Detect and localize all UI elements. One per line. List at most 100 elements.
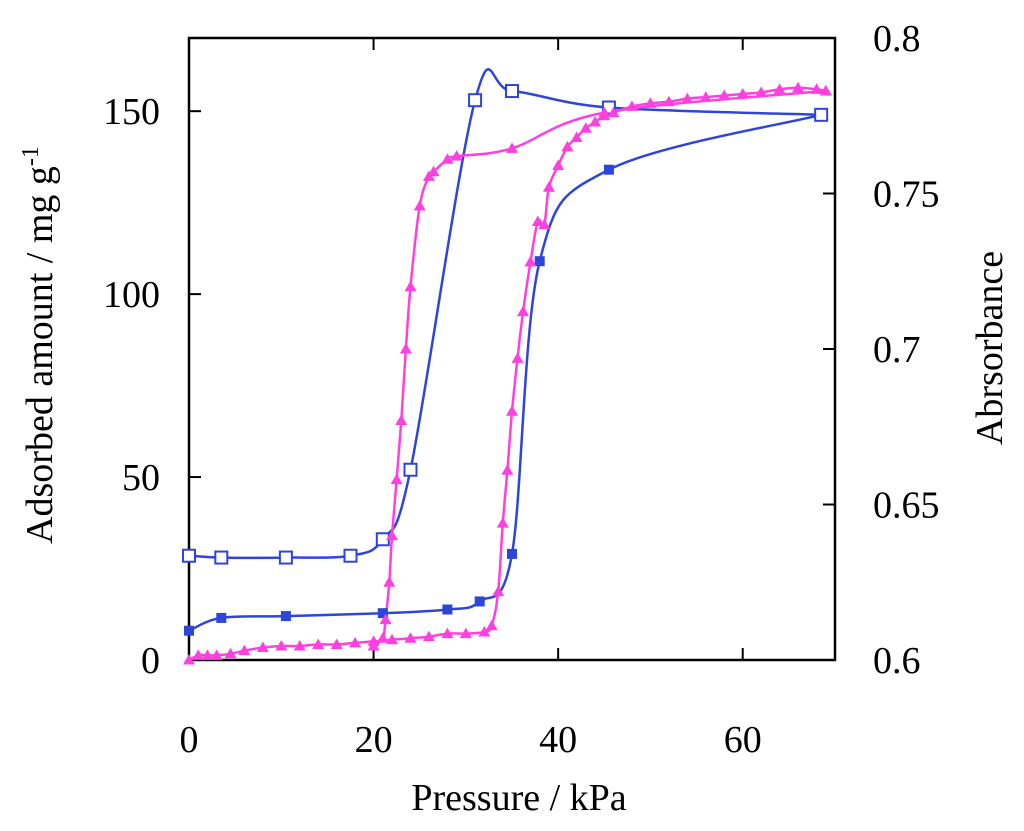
series-1-point-1 [214, 550, 229, 565]
series-2-point-41 [699, 91, 712, 102]
series-2-point-36 [607, 106, 620, 118]
series-2-point-14 [404, 632, 417, 643]
series-2-point-33 [579, 122, 592, 133]
series-3-point-7 [413, 199, 426, 211]
series-1-point-2 [278, 550, 293, 565]
series-2-point-43 [736, 87, 749, 99]
y-axis-title-superscript: -1 [18, 146, 44, 166]
series-2-point-30 [552, 159, 565, 171]
series-2-point-1 [192, 649, 205, 660]
x-tick-label-0: 0 [180, 719, 199, 761]
series-0-point-8 [603, 164, 614, 175]
series-2-point-20 [492, 585, 505, 597]
series-3-point-12 [386, 529, 399, 541]
series-1-point-0 [182, 548, 196, 563]
series-2-point-42 [718, 89, 731, 101]
series-2-point-21 [496, 517, 509, 528]
series-2-point-26 [524, 255, 537, 267]
y-tick-label-2: 100 [103, 274, 160, 316]
series-3-point-13 [383, 576, 396, 587]
series-2-point-17 [459, 627, 472, 639]
series-2-point-3 [210, 649, 223, 660]
series-2-point-0 [183, 654, 195, 665]
y-tick-label-3: 150 [103, 91, 160, 133]
series-2-point-45 [773, 83, 786, 94]
series-3-point-3 [450, 150, 463, 161]
series-3-point-8 [404, 280, 417, 292]
ticks [188, 37, 835, 661]
y2-tick-label-2: 0.7 [873, 329, 921, 371]
series-1-point-3 [343, 548, 358, 563]
series-0-point-0 [184, 625, 194, 636]
series-1-point-7 [505, 84, 519, 99]
y2-tick-label-3: 0.75 [873, 174, 940, 216]
series-2-point-34 [589, 115, 602, 127]
series-2-point-9 [312, 638, 325, 649]
x-tick-label-2: 40 [539, 719, 577, 761]
y2-tick-label-1: 0.65 [873, 485, 940, 527]
series-2-point-6 [256, 641, 269, 653]
series-2-point-2 [201, 649, 214, 660]
series-3-point-16 [367, 640, 380, 651]
series-3-point-10 [395, 414, 408, 426]
series-3-point-0 [819, 84, 832, 96]
series-0-point-1 [216, 612, 227, 623]
series-1-point-5 [403, 462, 418, 477]
series-2-point-10 [330, 638, 343, 649]
x-tick-label-3: 60 [724, 719, 762, 761]
series-3-point-15 [376, 632, 389, 643]
series-3-point-1 [598, 106, 611, 118]
series-2-point-22 [501, 464, 514, 475]
y2-tick-label-0: 0.6 [873, 640, 921, 682]
series-2-point-31 [561, 140, 574, 152]
series-2-point-32 [570, 131, 583, 143]
series-2-point-15 [422, 630, 435, 642]
series-2-point-16 [441, 627, 454, 639]
series-2-point-7 [275, 640, 288, 651]
series-2-point-47 [810, 83, 823, 94]
series-1-point-9 [814, 107, 829, 122]
y-tick-label-0: 0 [141, 640, 160, 682]
series-2-point-23 [506, 405, 518, 416]
series-3-point-11 [390, 473, 403, 485]
series-1-point-6 [468, 93, 483, 108]
series-lines [188, 68, 827, 662]
series-3-point-9 [399, 343, 412, 354]
series-0-point-5 [474, 596, 485, 607]
series-3-point-2 [506, 142, 518, 153]
series-2-point-44 [755, 86, 768, 97]
series-2-point-39 [662, 95, 675, 107]
series-0-point-2 [280, 611, 291, 622]
series-0-point-7 [534, 256, 545, 267]
series-0-point-3 [377, 608, 388, 619]
series-2-point-27 [531, 215, 544, 226]
series-2-point-18 [478, 626, 491, 637]
series-2-point-13 [386, 633, 399, 645]
series-0-point-4 [442, 604, 453, 615]
series-2-point-25 [517, 305, 530, 317]
series-2-point-8 [293, 640, 306, 651]
y2-tick-label-4: 0.8 [873, 18, 921, 60]
series-3-point-14 [379, 613, 392, 625]
x-tick-label-1: 20 [355, 719, 393, 761]
series-2-point-28 [538, 218, 551, 230]
series-3-point-6 [422, 170, 435, 181]
y-axis-title-main: Adsorbed amount / mg g [19, 166, 61, 544]
series-0-point-6 [507, 548, 517, 559]
series-2-point-38 [644, 97, 657, 108]
series-2-point-4 [224, 647, 237, 659]
series-2-point-5 [238, 644, 251, 656]
series-2-point-46 [792, 81, 805, 93]
x-axis-title: Pressure / kPa [411, 777, 626, 819]
series-2-point-11 [349, 636, 362, 648]
y2-axis-title: Abrsorbance [969, 251, 1011, 445]
series-2-point-24 [511, 352, 524, 363]
series-3-point-4 [441, 153, 454, 164]
series-markers [182, 81, 832, 665]
y-axis-title: Adsorbed amount / mg g-1 [18, 146, 61, 544]
series-2-point-37 [625, 100, 638, 111]
series-2-point-19 [485, 619, 498, 631]
series-2-point-29 [542, 181, 555, 192]
y-tick-label-1: 50 [122, 457, 160, 499]
